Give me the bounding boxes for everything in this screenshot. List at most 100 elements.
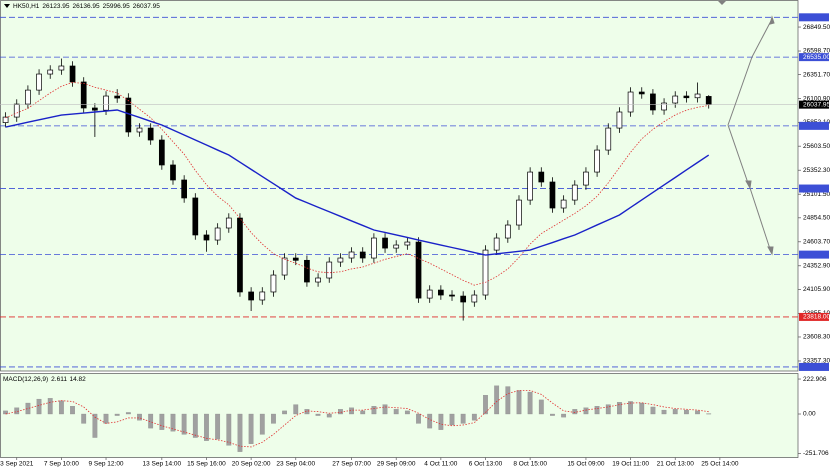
y-tick-label: 26100.90 [803,95,830,102]
macd-bar [561,413,567,418]
macd-bar [103,413,109,424]
candle-body [58,65,65,71]
level-tag [799,53,829,62]
y-tick-label: 24105.90 [803,286,830,293]
macd-bar [170,413,176,432]
level-tag [799,184,829,193]
macd-bar [471,413,477,421]
y-tick-label: 26351.70 [803,71,830,78]
symbol: HK50,H1 [13,3,40,10]
candle-body [192,197,199,236]
candle-body [136,127,143,133]
candle-body [504,224,511,239]
arrow-head [767,246,774,256]
macd-bar [47,398,53,415]
candle-body [147,127,154,141]
candle-body [571,184,578,201]
last-price-label: 26037.95 [803,101,830,108]
macd-bar [416,413,421,424]
macd-bar [315,413,321,416]
projection [727,15,775,256]
macd-bar [14,407,20,415]
candle-body [393,244,400,249]
candle-body [471,294,478,303]
macd-bar [92,413,98,438]
level-label: 23818.00 [803,314,830,321]
candle-body [516,199,522,226]
header-close: 26037.95 [133,3,160,10]
macd-bar [114,413,120,416]
macd-bar [382,404,388,415]
macd-bar [192,413,198,438]
macd-bar [617,402,622,415]
candle-body [158,139,165,166]
macd-bar [70,406,75,415]
macd-bar [259,413,265,435]
macd-bar [25,402,31,415]
candle-body [326,261,333,279]
menu-icon[interactable] [4,4,10,8]
macd-bar [159,413,165,430]
candle-body [292,257,299,261]
macd-bar [516,390,522,415]
x-tick-label: 9 Sep 12:00 [88,461,123,468]
y-tick-label: 24854.50 [803,215,830,222]
macd-bar [483,395,488,415]
candle-body [583,171,589,186]
x-tick-label: 7 Sep 10:00 [44,461,79,468]
x-tick-label: 23 Sep 04:00 [276,461,315,468]
candle-body [2,116,9,123]
candle-body [248,291,254,301]
chart-header: HK50,H1 26123.95 26136.95 25996.95 26037.95 [13,3,160,10]
candle-body [281,257,288,276]
y-tick-label: 24603.70 [803,239,830,246]
candle-body [371,237,377,259]
signal-value: 14.82 [69,376,86,383]
candle-body [203,234,210,241]
macd-bar [237,413,243,452]
level-tag [799,312,829,321]
x-tick-label: 19 Oct 11:00 [612,461,649,468]
y-tick-label: 26598.70 [803,48,830,55]
y-tick-label: 222.906 [803,376,827,383]
candle-body [426,289,433,299]
candle-body [672,95,679,104]
candle-body [114,95,121,99]
candle-body [650,93,656,111]
candle-body [527,171,533,201]
x-tick-label: 4 Oct 11:00 [424,461,458,468]
macd-bar [572,409,578,415]
candle-body [69,65,76,83]
candle-body [560,199,567,209]
candle-body [661,102,667,111]
header-low: 25996.95 [103,3,130,10]
macd-bar [605,404,611,415]
candle-body [538,171,545,183]
candle-body [638,91,645,95]
header-high: 26136.95 [73,3,100,10]
candle-body [47,69,54,75]
macd-bar [338,409,343,415]
candle-body [415,241,422,299]
x-tick-label: 27 Sep 07:00 [332,461,371,468]
y-tick-label: 25603.50 [803,143,830,150]
candle-body [694,93,701,99]
x-tick-label: 3 Sep 2021 [0,461,34,468]
candle-body [80,81,87,109]
y-tick-label: 0.00 [803,411,816,418]
candle-body [170,164,176,181]
projection-line [727,56,753,126]
macd-bar [594,406,600,415]
x-tick-label: 25 Oct 14:00 [701,461,739,468]
candle-body [404,241,411,246]
price-panel [0,0,799,372]
macd-bar [695,410,700,415]
candle-body [605,127,612,151]
candle-body [181,179,188,199]
y-tick-label: 23357.30 [803,358,830,365]
candle-body [259,291,266,301]
macd-value: 2.611 [51,376,67,383]
x-tick-label: 6 Oct 13:00 [469,461,503,468]
macd-header: MACD(12,26,9) 2.611 14.82 [3,376,86,383]
